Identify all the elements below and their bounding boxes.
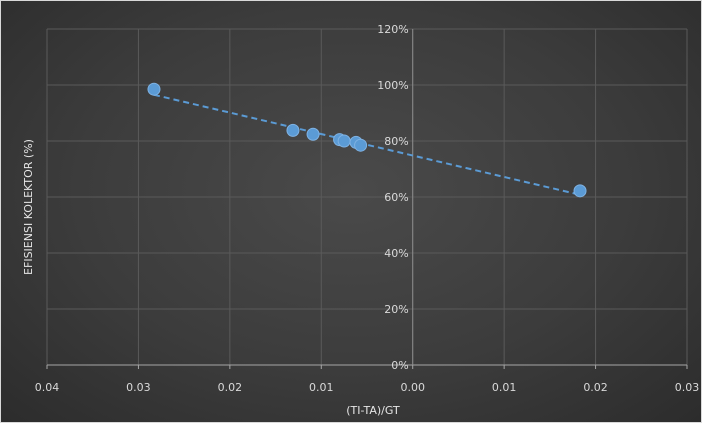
x-axis-title: (TI-TA)/GT <box>346 404 400 417</box>
x-tick-label: 0.02 <box>583 381 608 394</box>
y-axis-title: EFISIENSI KOLEKTOR (%) <box>22 139 35 275</box>
y-tick-label: 80% <box>384 135 408 148</box>
data-point <box>147 82 161 96</box>
trendline-layer <box>153 93 581 196</box>
x-tick-label: 0.01 <box>492 381 517 394</box>
tick-labels: 0% 20% 40% 60% 80% 100% 120% 0.04 0.03 0.02 0.01 0.… <box>35 23 700 394</box>
x-tick-label: 0.02 <box>218 381 243 394</box>
trendline <box>153 93 581 196</box>
x-tick-label: 0.00 <box>400 381 425 394</box>
y-tick-label: 0% <box>391 359 408 372</box>
x-tick-label: 0.03 <box>675 381 700 394</box>
y-tick-label: 120% <box>377 23 408 36</box>
data-point <box>337 134 351 148</box>
x-tick-label: 0.01 <box>309 381 334 394</box>
data-point <box>286 123 300 137</box>
data-point <box>573 184 587 198</box>
x-tick-label: 0.03 <box>126 381 151 394</box>
data-points <box>147 82 587 198</box>
data-point <box>354 138 368 152</box>
y-tick-label: 20% <box>384 303 408 316</box>
axes <box>46 29 688 369</box>
y-tick-label: 100% <box>377 79 408 92</box>
data-point <box>306 127 320 141</box>
x-tick-label: 0.04 <box>35 381 60 394</box>
gridlines <box>46 28 688 365</box>
y-tick-label: 60% <box>384 191 408 204</box>
y-tick-label: 40% <box>384 247 408 260</box>
